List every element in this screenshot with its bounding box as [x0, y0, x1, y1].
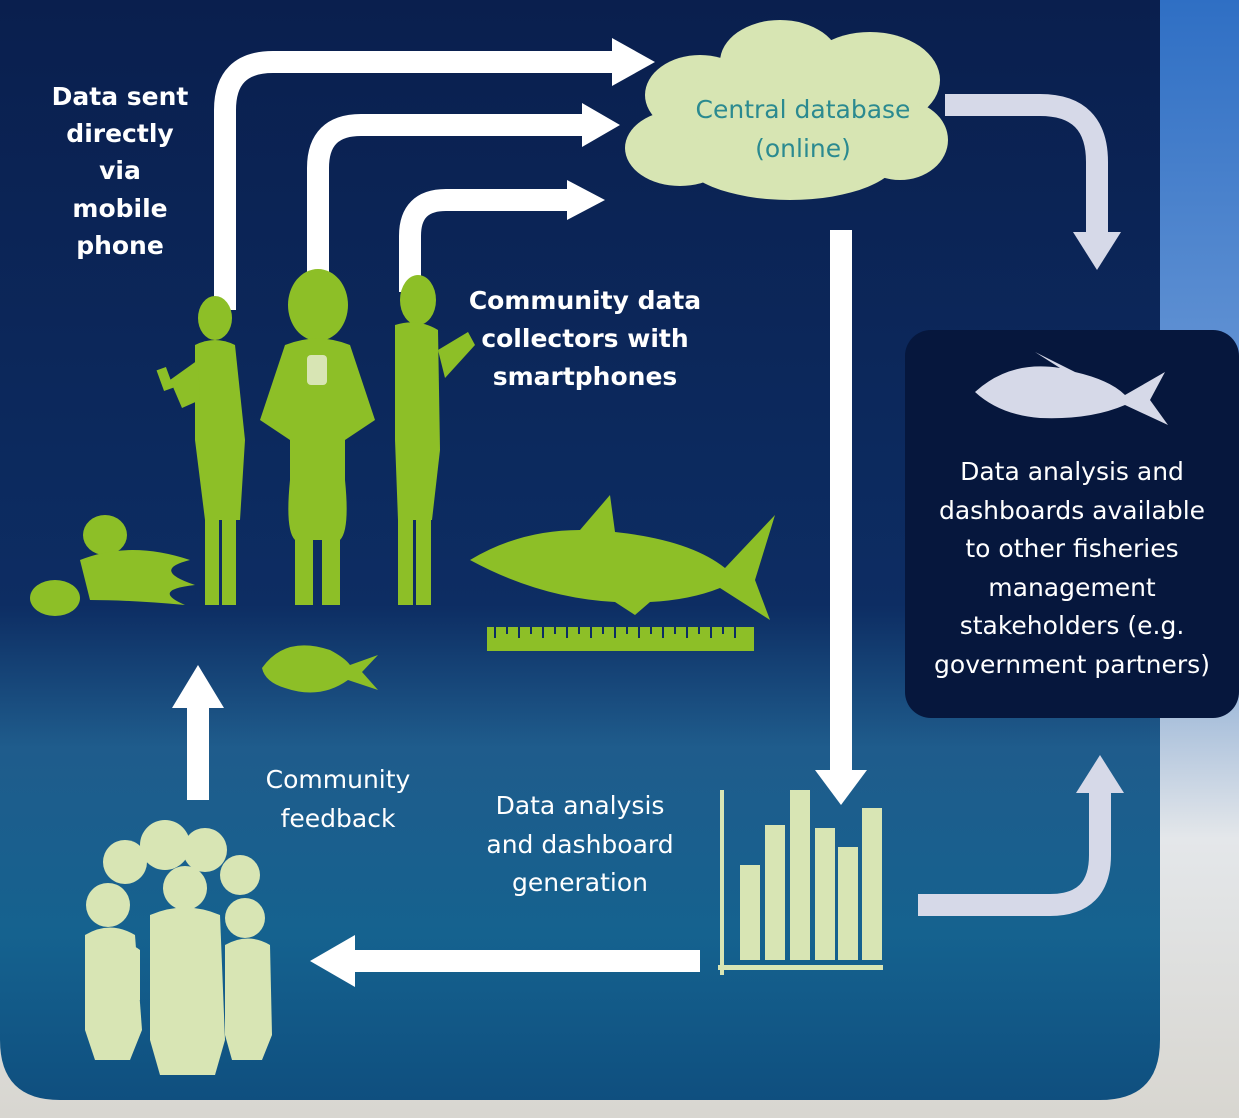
diagram: Central database (online)	[0, 0, 1239, 1118]
label-line: Data analysis and	[960, 457, 1184, 486]
label-line: via	[99, 156, 141, 185]
label-line: Data sent	[52, 82, 189, 111]
label-line: and dashboard	[486, 830, 673, 859]
label-line: feedback	[281, 804, 396, 833]
collectors-label: Community data collectors with smartphon…	[469, 286, 701, 391]
database-label: Central database	[696, 95, 911, 124]
label-line: dashboards available	[939, 496, 1205, 525]
label-line: phone	[76, 231, 164, 260]
label-line: government partners)	[934, 650, 1210, 679]
analysis-label: Data analysis and dashboard generation	[486, 791, 673, 897]
label-line: management	[988, 573, 1156, 602]
label-line: Data analysis	[496, 791, 665, 820]
community-icon	[85, 820, 272, 1075]
label-line: stakeholders (e.g.	[960, 611, 1185, 640]
label-line: smartphones	[493, 362, 678, 391]
label-line: Community	[266, 765, 411, 794]
label-line: generation	[512, 868, 648, 897]
label-line: to other fisheries	[965, 534, 1178, 563]
label-line: mobile	[72, 194, 167, 223]
database-label: (online)	[755, 134, 851, 163]
label-line: collectors with	[481, 324, 688, 353]
label-line: Community data	[469, 286, 701, 315]
label-line: directly	[66, 119, 173, 148]
